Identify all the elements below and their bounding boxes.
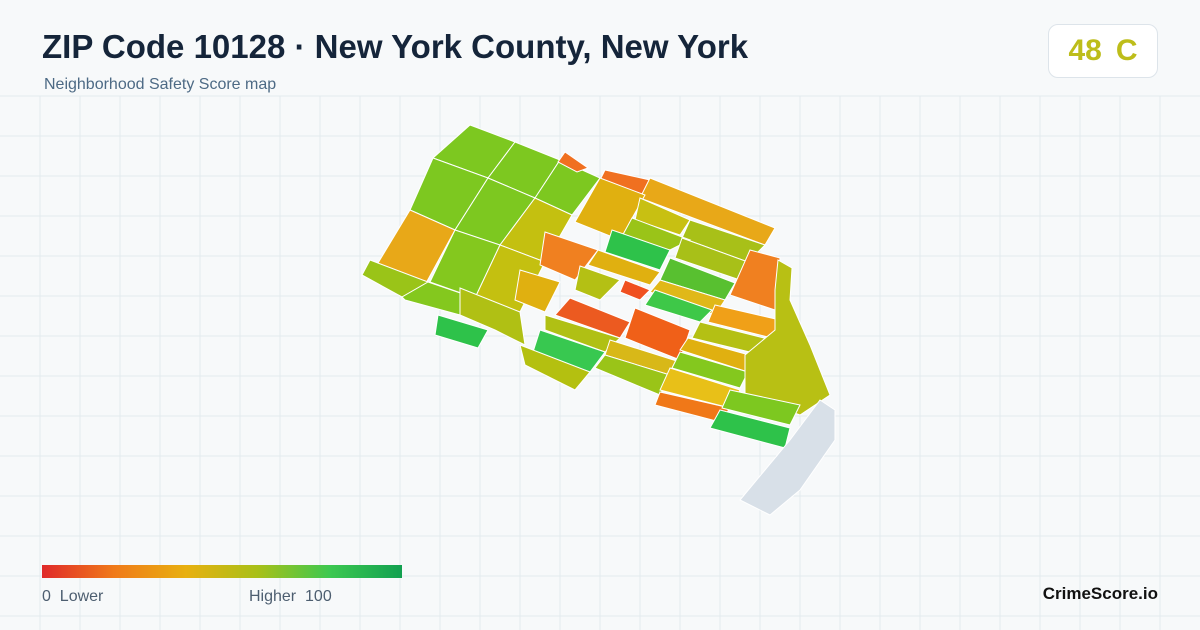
title: ZIP Code 10128 · New York County, New Yo… xyxy=(42,28,749,65)
legend-gradient xyxy=(42,565,402,578)
legend-max-label: Higher xyxy=(249,588,297,605)
subtitle: Neighborhood Safety Score map xyxy=(44,76,277,93)
legend-min: 0 Lower xyxy=(42,588,103,606)
zip-area xyxy=(361,124,836,516)
brand: CrimeScore.io xyxy=(1042,584,1158,603)
score-badge: 48 C xyxy=(1048,24,1158,78)
score: 48 xyxy=(1068,34,1102,67)
grade: C xyxy=(1115,34,1138,67)
legend-max-value: 100 xyxy=(305,588,332,605)
legend-min-label: Lower xyxy=(59,588,104,605)
legend-max: Higher 100 xyxy=(249,588,332,606)
legend-min-value: 0 xyxy=(42,588,51,605)
